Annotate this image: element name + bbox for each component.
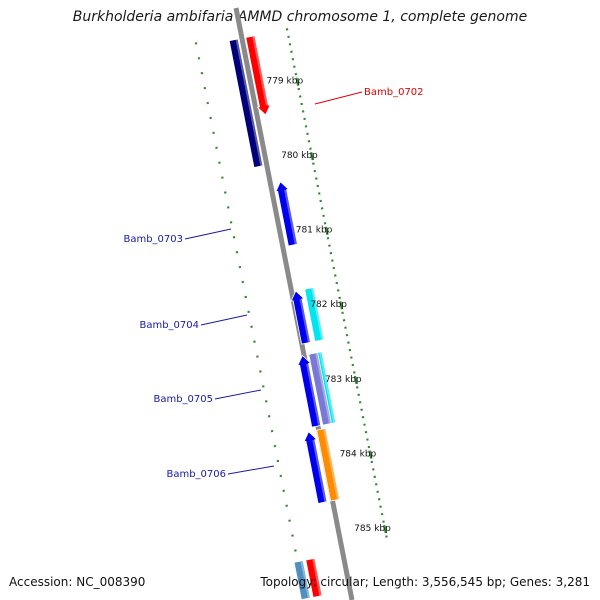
- gene-feature-highlight: [306, 363, 321, 426]
- gene-label-leader: [214, 389, 262, 400]
- gene-label-leader: [200, 314, 248, 326]
- gene-label-leader: [227, 465, 275, 475]
- gene-label-leader: [184, 228, 232, 240]
- genome-summary: Topology: circular; Length: 3,556,545 bp…: [260, 575, 590, 589]
- gene-label-bamb-0706[interactable]: Bamb_0706: [166, 469, 226, 480]
- tick-marks: [194, 28, 388, 567]
- kbp-label: 783 kbp: [325, 375, 362, 385]
- major-tick: [324, 226, 329, 235]
- gene-feature-highlight: [284, 189, 297, 245]
- gene-feature[interactable]: [290, 290, 311, 345]
- gene-feature[interactable]: [303, 431, 328, 504]
- kbp-labels: 779 kbp 780 kbp 781 kbp 782 kbp 783 kbp 784 k…: [266, 76, 391, 533]
- gene-features: [228, 35, 340, 600]
- gene-feature[interactable]: [245, 35, 271, 116]
- gene-feature[interactable]: [308, 352, 332, 426]
- gene-label-bamb-0703[interactable]: Bamb_0703: [123, 234, 183, 245]
- gene-feature-highlight: [299, 299, 310, 343]
- major-tick: [383, 524, 387, 534]
- gene-feature-highlight: [235, 39, 263, 167]
- kbp-label: 780 kbp: [281, 151, 318, 161]
- kbp-label: 779 kbp: [266, 76, 303, 86]
- kbp-label: 781 kbp: [296, 226, 333, 236]
- kbp-label: 785 kbp: [354, 524, 391, 534]
- gene-feature[interactable]: [305, 557, 323, 598]
- gene-feature-highlight: [300, 560, 310, 599]
- major-tick: [295, 77, 300, 86]
- gene-feature-highlight: [311, 287, 324, 341]
- genome-title: Burkholderia ambifaria AMMD chromosome 1…: [72, 9, 528, 25]
- gene-feature[interactable]: [304, 287, 325, 342]
- gene-feature-highlight: [312, 558, 322, 597]
- kbp-label: 784 kbp: [340, 449, 377, 459]
- gene-label-bamb-0704[interactable]: Bamb_0704: [139, 320, 199, 331]
- gene-feature-highlight: [312, 439, 327, 503]
- gene-feature-highlight: [323, 428, 339, 500]
- major-tick: [339, 301, 343, 310]
- gene-feature-highlight: [319, 351, 336, 424]
- gene-feature[interactable]: [275, 181, 298, 247]
- gene-labels: Bamb_0702 Bamb_0703 Bamb_0704 Bamb_0705 Bamb…: [123, 87, 423, 480]
- gene-feature[interactable]: [316, 427, 340, 502]
- major-tick: [310, 152, 314, 161]
- gene-feature[interactable]: [297, 354, 322, 428]
- gene-label-bamb-0705[interactable]: Bamb_0705: [153, 394, 213, 405]
- accession-text: Accession: NC_008390: [9, 575, 146, 589]
- major-tick: [368, 450, 373, 459]
- kbp-label: 782 kbp: [310, 300, 347, 310]
- gene-label-bamb-0702[interactable]: Bamb_0702: [364, 87, 424, 98]
- gene-label-leader: [314, 91, 363, 105]
- major-tick: [353, 375, 358, 385]
- gene-feature[interactable]: [228, 38, 264, 168]
- gene-feature-highlight: [252, 35, 268, 106]
- gene-feature-highlight: [315, 352, 332, 424]
